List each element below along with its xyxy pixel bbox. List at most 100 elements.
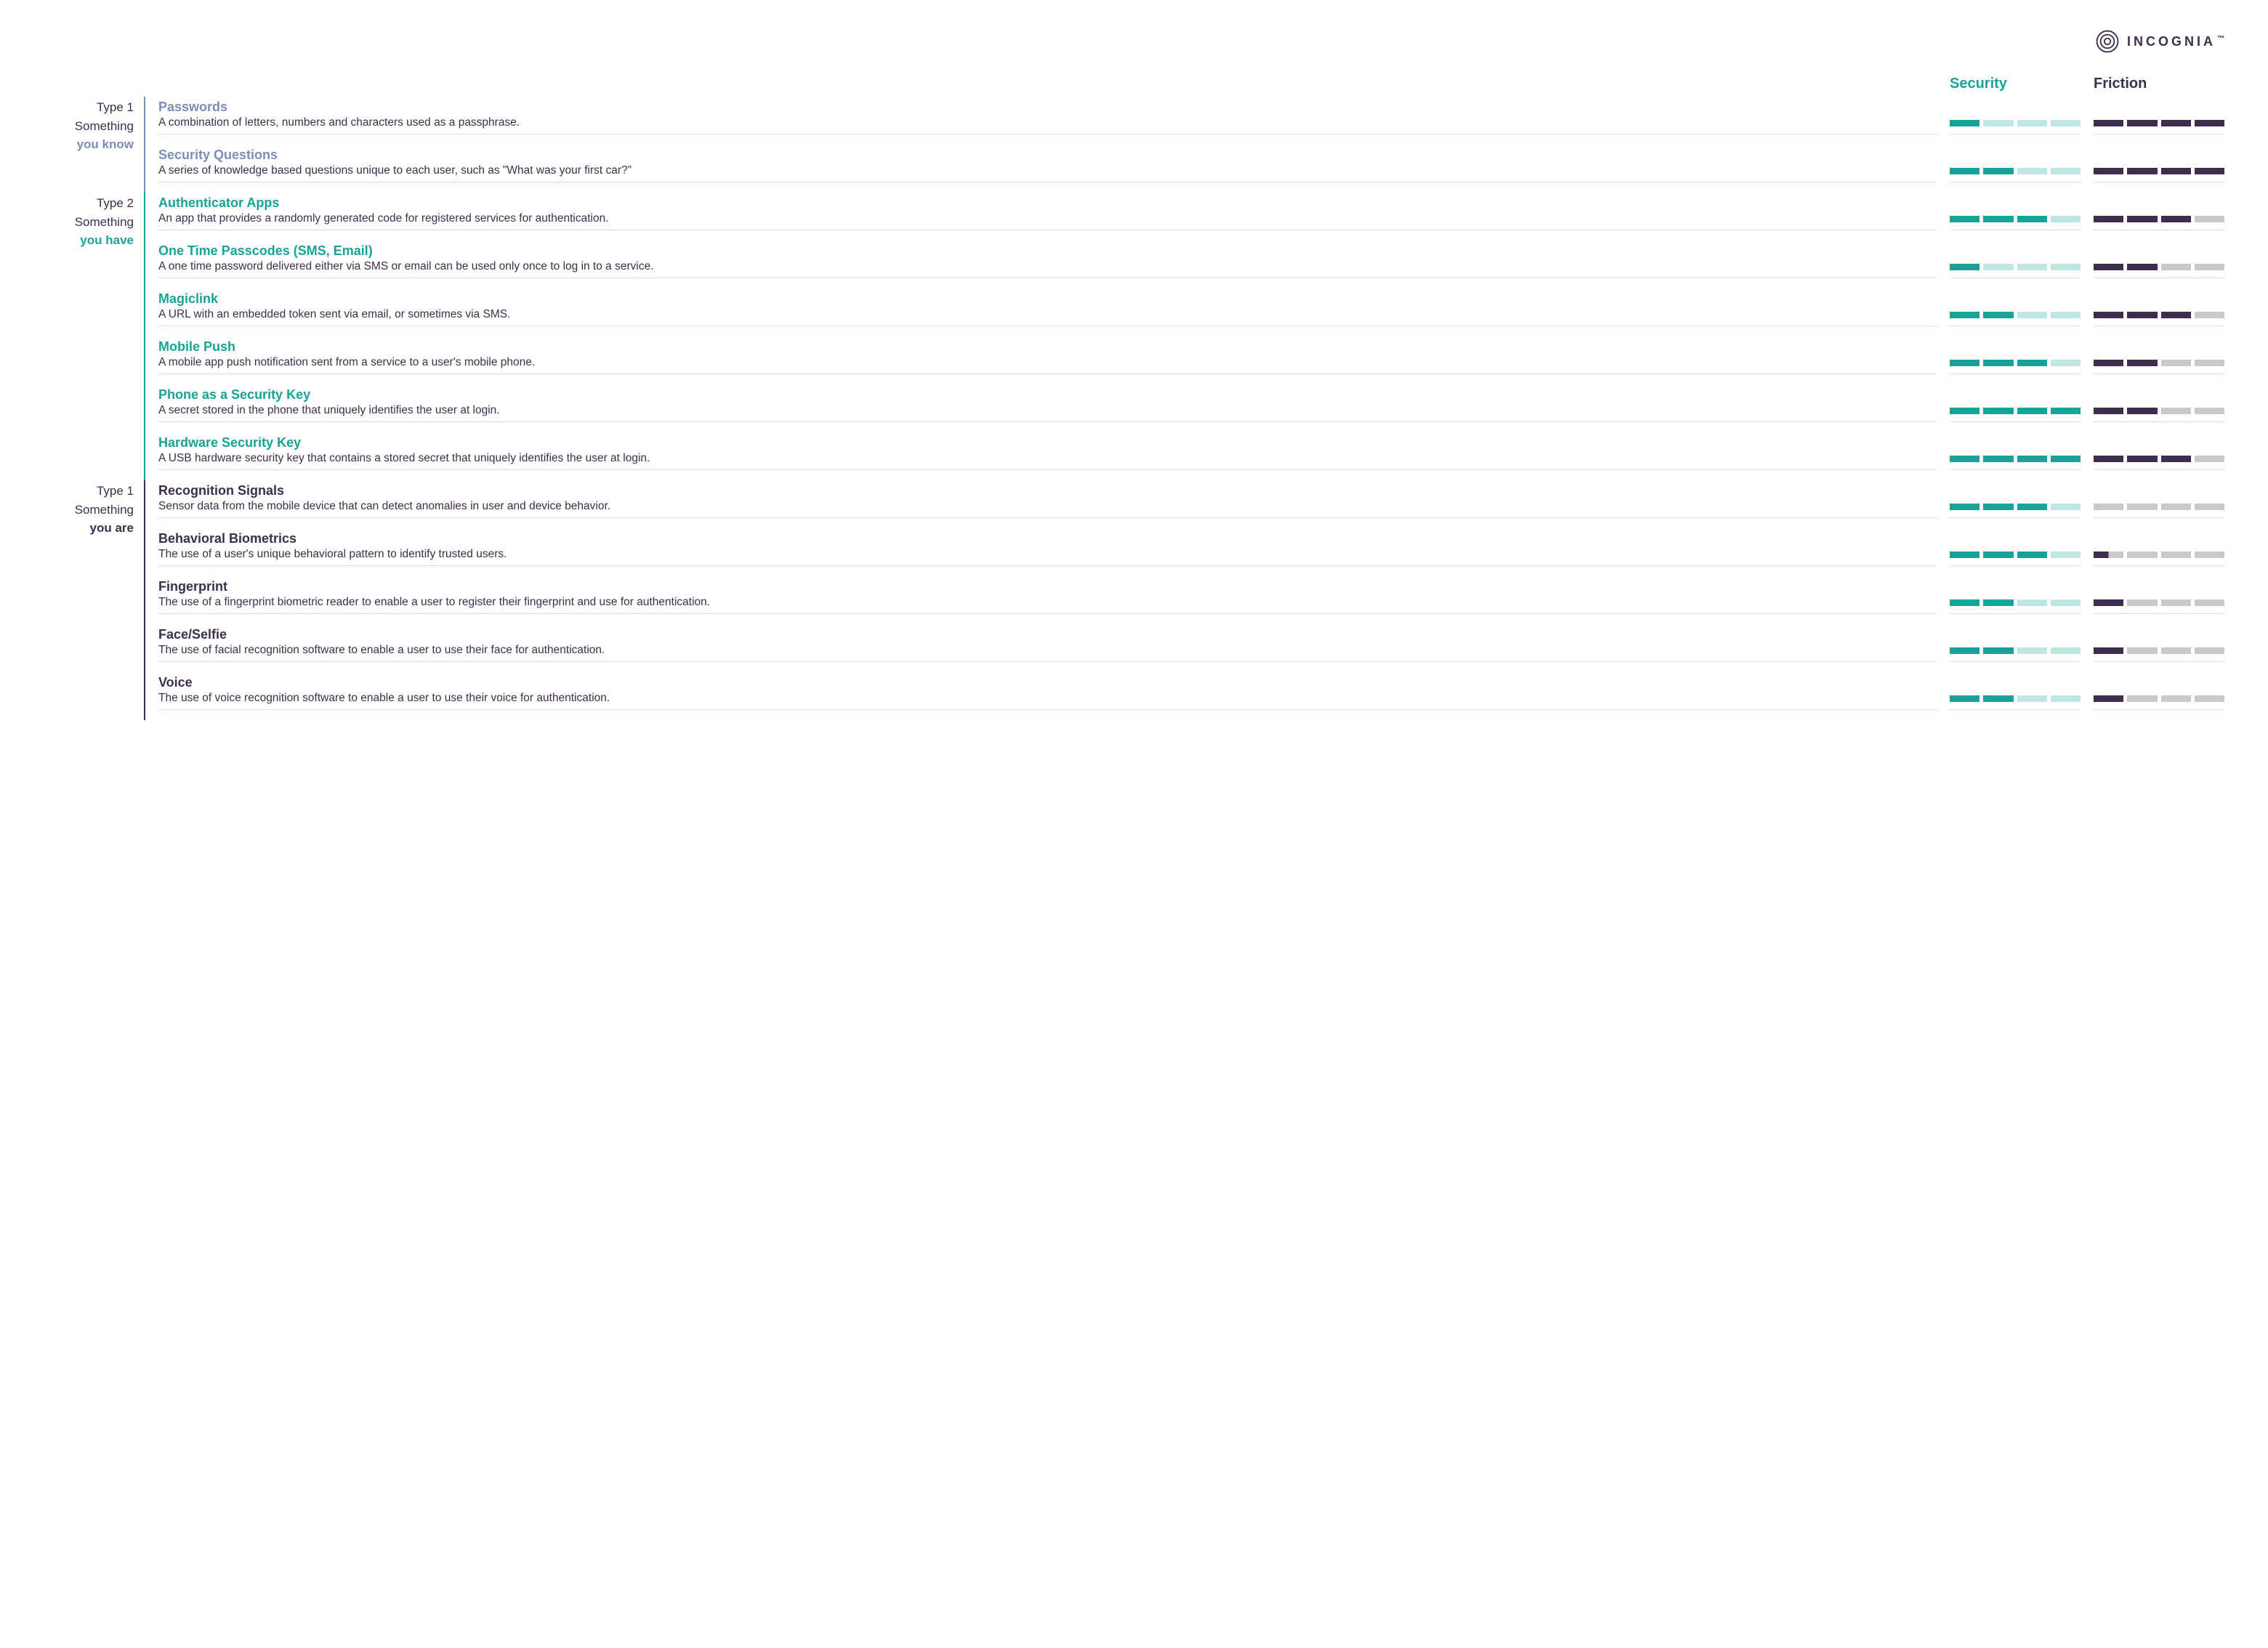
friction-bar-segment — [2195, 552, 2224, 558]
friction-bar-segment — [2161, 408, 2191, 414]
security-bar-segment — [1950, 216, 1980, 222]
friction-bar-segment — [2127, 695, 2157, 702]
method-row: Hardware Security KeyA USB hardware secu… — [158, 432, 1937, 470]
friction-bar-segment — [2127, 647, 2157, 654]
security-bar — [1950, 384, 2081, 422]
friction-bar-segment — [2161, 504, 2191, 510]
security-bar-segment — [1950, 647, 1980, 654]
method-title: Fingerprint — [158, 579, 1937, 594]
security-bar — [1950, 672, 2081, 710]
security-bar — [1950, 193, 2081, 230]
friction-bar-segment — [2094, 456, 2123, 462]
friction-bar — [2094, 528, 2224, 566]
method-title: Security Questions — [158, 148, 1937, 163]
friction-bar — [2094, 145, 2224, 182]
friction-bar-segment — [2127, 264, 2157, 270]
group-type-line: Type 2 — [44, 194, 134, 213]
security-bar-segment — [1983, 120, 2013, 126]
method-desc: The use of a user's unique behavioral pa… — [158, 548, 1937, 561]
friction-bar-segment — [2127, 504, 2157, 510]
security-bar-segment — [2051, 647, 2081, 654]
friction-bar-segment — [2195, 504, 2224, 510]
security-bar-segment — [2051, 312, 2081, 318]
friction-bar-segment — [2094, 695, 2123, 702]
security-bar-segment — [1983, 552, 2013, 558]
method-desc: A one time password delivered either via… — [158, 260, 1937, 273]
method-row: One Time Passcodes (SMS, Email)A one tim… — [158, 241, 1937, 278]
brand-header: INCOGNIA™ — [44, 29, 2224, 54]
friction-bar-segment — [2195, 360, 2224, 366]
security-bar-segment — [1950, 408, 1980, 414]
method-desc: The use of voice recognition software to… — [158, 692, 1937, 705]
friction-bar-segment — [2161, 312, 2191, 318]
friction-bar-segment — [2161, 120, 2191, 126]
security-bar-segment — [2017, 312, 2047, 318]
friction-bar-segment — [2094, 216, 2123, 222]
method-row: MagiclinkA URL with an embedded token se… — [158, 288, 1937, 326]
auth-factors-chart: Security Friction Type 1Somethingyou kno… — [44, 76, 2224, 720]
security-bar-segment — [1983, 264, 2013, 270]
group-emph-line: you are — [44, 519, 134, 538]
security-bar-segment — [1950, 312, 1980, 318]
security-bar-segment — [1983, 647, 2013, 654]
column-header-security: Security — [1950, 76, 2081, 97]
security-bar-segment — [1950, 360, 1980, 366]
brand-name: INCOGNIA™ — [2127, 34, 2224, 49]
security-bar-segment — [1950, 456, 1980, 462]
friction-bar — [2094, 384, 2224, 422]
security-bar — [1950, 528, 2081, 566]
friction-bar-segment — [2161, 552, 2191, 558]
group-label: Type 2Somethingyou have — [44, 193, 145, 480]
method-desc: A series of knowledge based questions un… — [158, 164, 1937, 177]
method-desc: A URL with an embedded token sent via em… — [158, 308, 1937, 321]
friction-bar-segment — [2195, 408, 2224, 414]
friction-bar-segment — [2195, 647, 2224, 654]
friction-bar-segment — [2195, 216, 2224, 222]
method-row: Mobile PushA mobile app push notificatio… — [158, 336, 1937, 374]
friction-bar-segment — [2127, 120, 2157, 126]
security-bar-segment — [1950, 504, 1980, 510]
friction-bar-segment — [2195, 456, 2224, 462]
security-bar-segment — [2017, 599, 2047, 606]
friction-bar — [2094, 336, 2224, 374]
method-row: Behavioral BiometricsThe use of a user's… — [158, 528, 1937, 566]
security-bar-segment — [2017, 360, 2047, 366]
group-type-line: Type 1 — [44, 482, 134, 501]
security-bar-segment — [2017, 216, 2047, 222]
security-bar-segment — [2017, 504, 2047, 510]
security-bar-segment — [1983, 360, 2013, 366]
security-bar — [1950, 288, 2081, 326]
group-label: Type 1Somethingyou know — [44, 97, 145, 193]
security-bar — [1950, 145, 2081, 182]
security-bar-segment — [2051, 695, 2081, 702]
security-bar-segment — [2051, 168, 2081, 174]
friction-bar-segment — [2127, 216, 2157, 222]
friction-bar-segment — [2094, 264, 2123, 270]
security-bar-segment — [1983, 695, 2013, 702]
friction-bar — [2094, 672, 2224, 710]
friction-bar — [2094, 576, 2224, 614]
friction-bar-segment — [2094, 647, 2123, 654]
method-desc: A mobile app push notification sent from… — [158, 356, 1937, 369]
method-desc: The use of facial recognition software t… — [158, 644, 1937, 657]
friction-bar — [2094, 241, 2224, 278]
friction-bar-segment — [2161, 695, 2191, 702]
group-type-line: Type 1 — [44, 98, 134, 117]
group-something-line: Something — [44, 501, 134, 520]
friction-bar-segment — [2195, 695, 2224, 702]
security-bar-segment — [1983, 504, 2013, 510]
security-bar-segment — [1950, 695, 1980, 702]
method-row: PasswordsA combination of letters, numbe… — [158, 97, 1937, 134]
security-bar-segment — [1950, 168, 1980, 174]
method-desc: A combination of letters, numbers and ch… — [158, 116, 1937, 129]
friction-bar-segment — [2127, 408, 2157, 414]
security-bar-segment — [1983, 168, 2013, 174]
security-bar-segment — [1950, 552, 1980, 558]
friction-bar-segment — [2094, 552, 2123, 558]
brand-name-text: INCOGNIA — [2127, 34, 2216, 49]
group-label: Type 1Somethingyou are — [44, 480, 145, 720]
friction-bar-segment — [2094, 312, 2123, 318]
method-title: Recognition Signals — [158, 483, 1937, 498]
method-row: Recognition SignalsSensor data from the … — [158, 480, 1937, 518]
security-bar-segment — [1983, 216, 2013, 222]
